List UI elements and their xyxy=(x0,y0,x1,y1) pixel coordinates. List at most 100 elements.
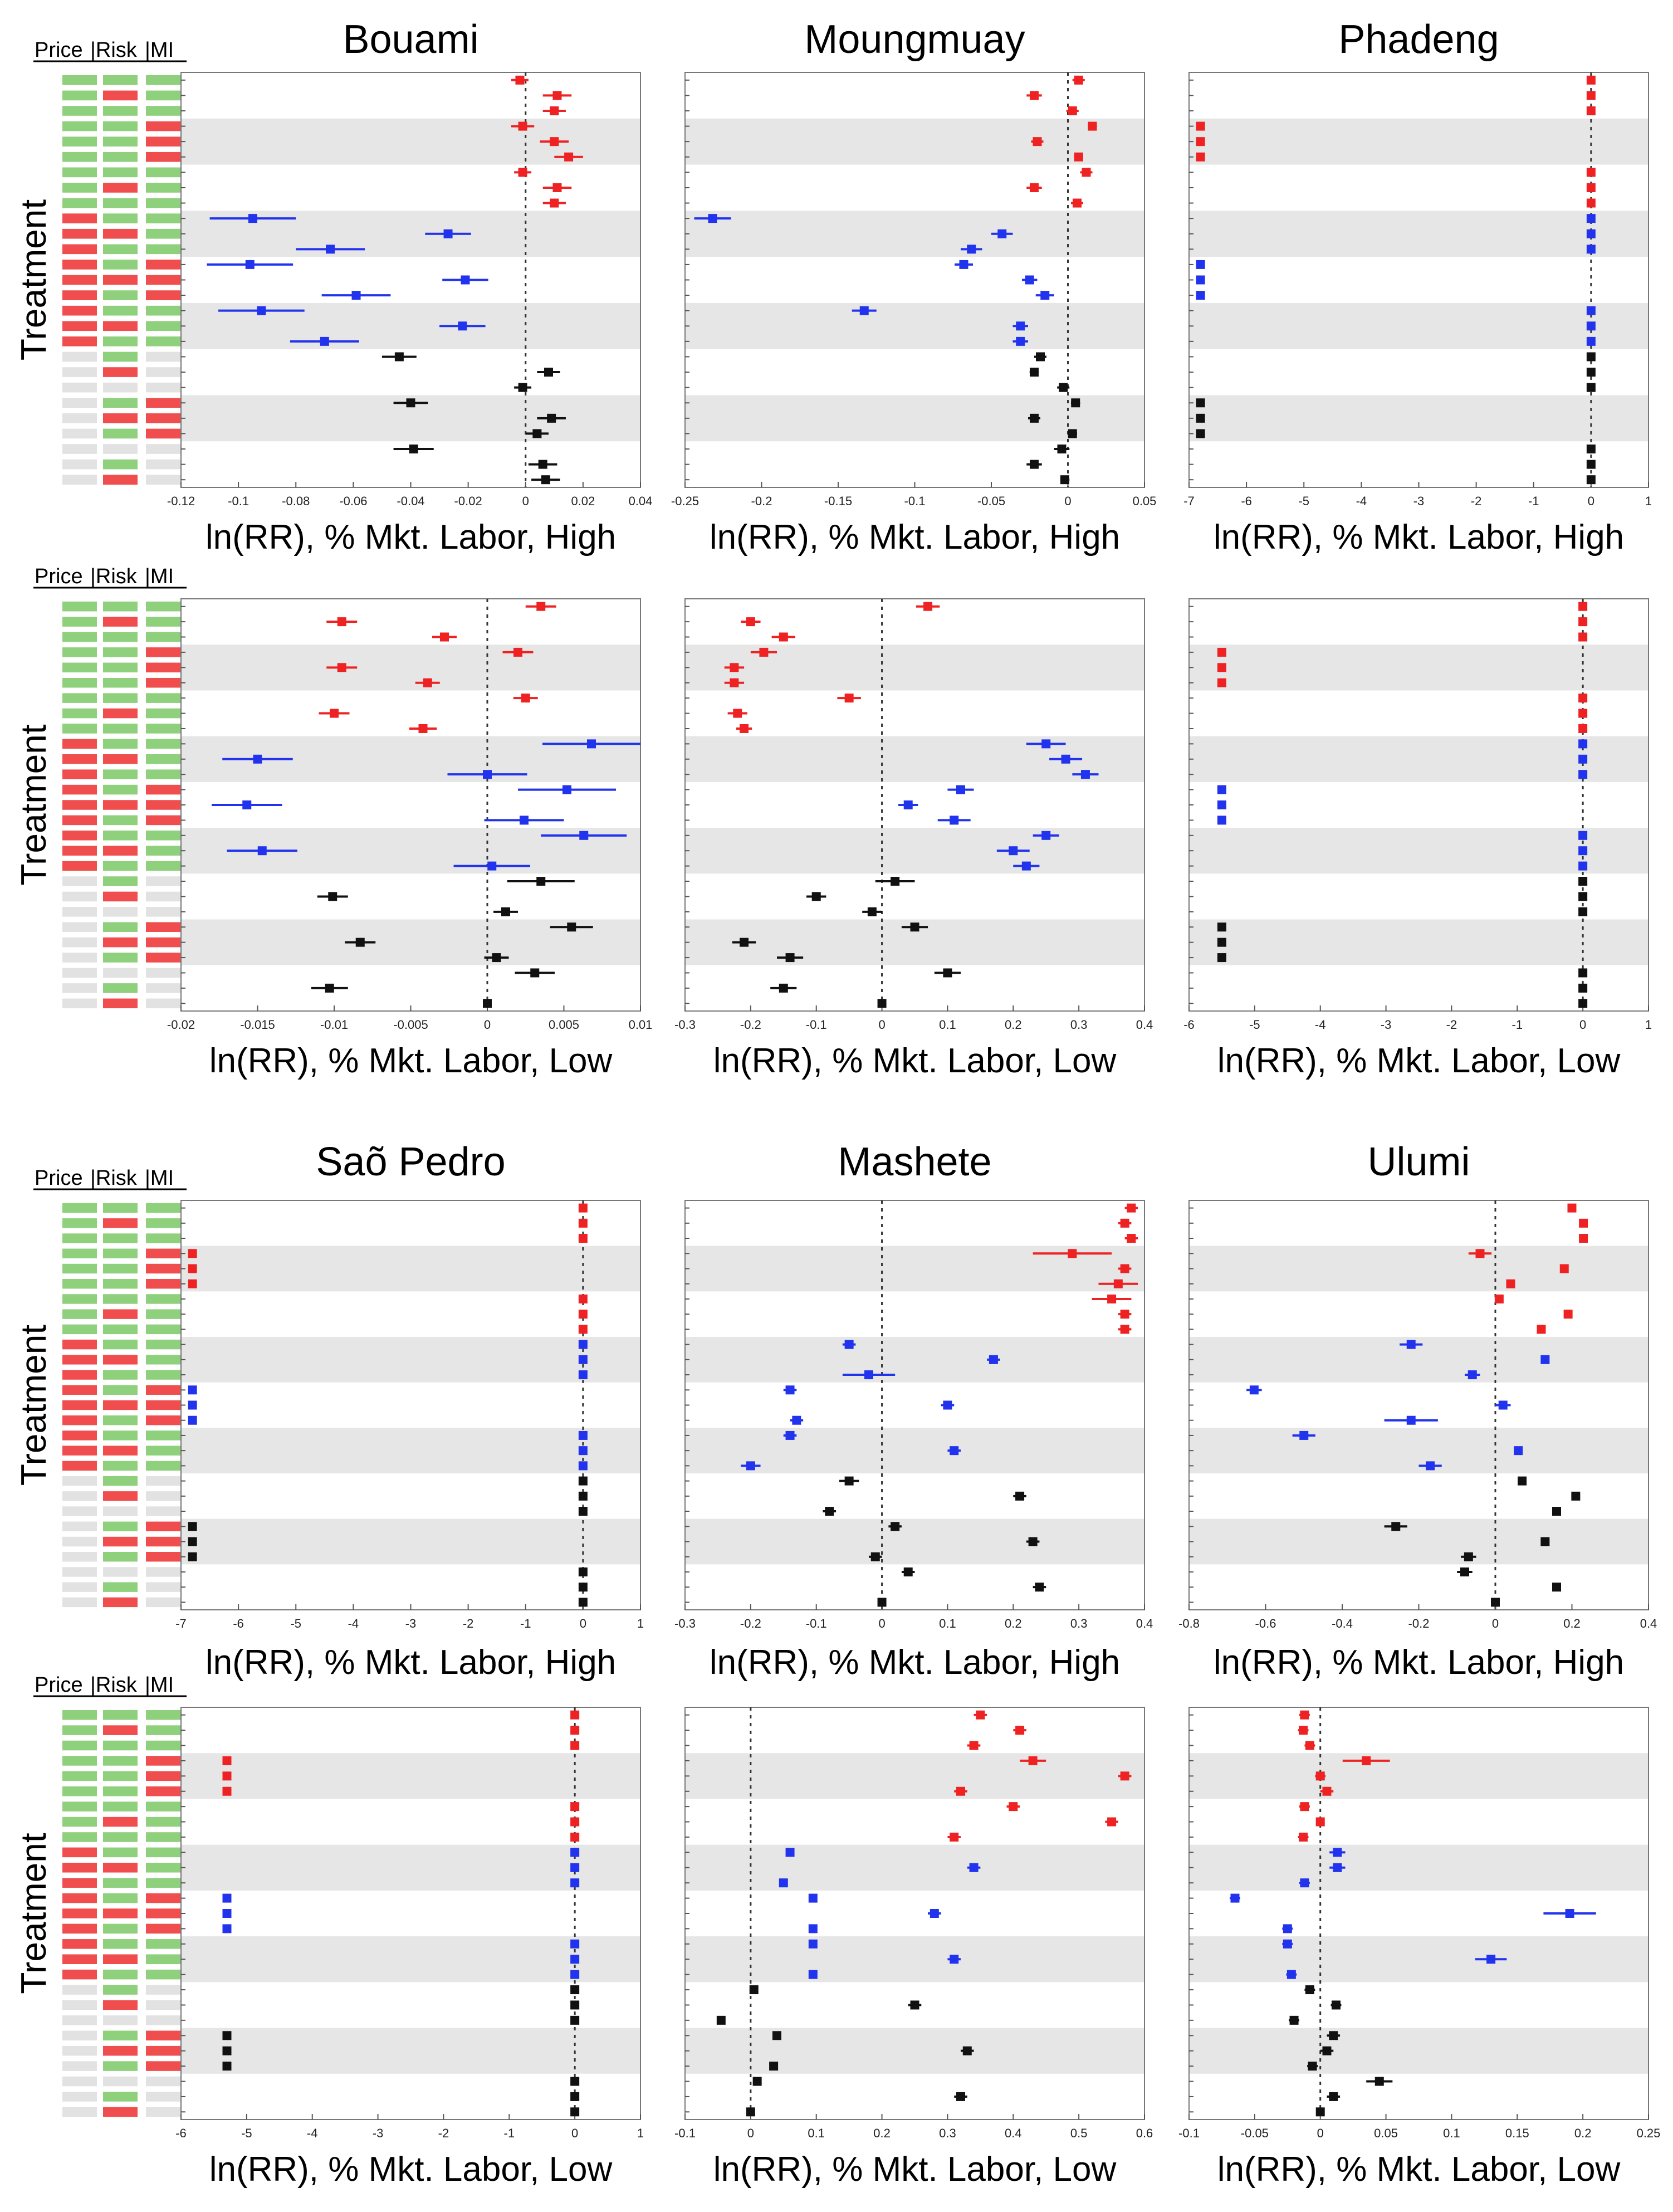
treatment-cell xyxy=(146,1985,180,1995)
data-point xyxy=(891,877,900,886)
treatment-axis-label: Treatment xyxy=(13,724,53,886)
data-point xyxy=(730,678,739,687)
treatment-cell xyxy=(62,336,97,346)
treatment-cell xyxy=(62,1203,97,1213)
data-point xyxy=(513,647,522,657)
chart-panel: -6 -5 -4 -3 -2 -1 0 1 ln(RR), % Mkt. Labor, Low xyxy=(1183,598,1652,1080)
treatment-cell xyxy=(62,1400,97,1410)
treatment-cell xyxy=(62,75,97,85)
treatment-cell xyxy=(146,1521,180,1531)
treatment-cell xyxy=(103,1832,138,1842)
treatment-cell xyxy=(146,1710,180,1720)
treatment-cell xyxy=(146,846,180,856)
data-point xyxy=(877,999,887,1008)
data-point xyxy=(483,999,492,1008)
treatment-cell xyxy=(103,1324,138,1335)
shaded-band xyxy=(181,1936,640,1983)
panel-title: Ulumi xyxy=(1367,1140,1470,1184)
treatment-cell xyxy=(146,953,180,963)
data-point xyxy=(1080,770,1090,779)
data-point xyxy=(578,1325,588,1334)
x-tick-label: -4 xyxy=(348,1617,359,1630)
treatment-legend: Price |Risk |MI Treatment xyxy=(13,38,187,485)
treatment-cell xyxy=(62,1552,97,1562)
data-point xyxy=(326,245,335,254)
x-tick-label: -4 xyxy=(1356,494,1367,508)
x-tick-label: 0.4 xyxy=(1136,1617,1153,1630)
legend-header-mi: |MI xyxy=(145,565,174,588)
treatment-cell xyxy=(146,1908,180,1918)
data-point xyxy=(578,1598,588,1607)
data-point xyxy=(1586,168,1596,177)
data-point xyxy=(877,1598,887,1607)
treatment-cell xyxy=(146,1756,180,1766)
treatment-cell xyxy=(146,1597,180,1608)
x-tick-label: 0.3 xyxy=(1070,1617,1088,1630)
legend-header-mi: |MI xyxy=(145,1166,174,1190)
treatment-cell xyxy=(62,1430,97,1441)
shaded-band xyxy=(685,1844,1144,1891)
treatment-cell xyxy=(146,1801,180,1811)
data-point xyxy=(752,2077,762,2086)
data-point xyxy=(1586,229,1596,238)
treatment-cell xyxy=(103,2015,138,2025)
treatment-cell xyxy=(62,275,97,285)
data-point xyxy=(1217,953,1226,963)
data-point xyxy=(1578,617,1588,627)
data-point xyxy=(1563,1310,1573,1319)
data-point xyxy=(351,291,361,300)
treatment-cell xyxy=(146,1294,180,1304)
data-point xyxy=(950,1955,959,1964)
treatment-cell xyxy=(103,1203,138,1213)
treatment-cell xyxy=(146,739,180,749)
data-point xyxy=(864,1370,873,1380)
chart-panel: -0.8 -0.6 -0.4 -0.2 0 0.2 0.4 Ulumi ln(RR), % Mk… xyxy=(1178,1140,1657,1682)
treatment-axis-label: Treatment xyxy=(13,1325,53,1486)
data-point xyxy=(1586,383,1596,392)
data-point xyxy=(570,2015,580,2025)
chart-panel: -7 -6 -5 -4 -3 -2 -1 0 1 Phadeng ln(RR), % Mkt. La… xyxy=(1183,17,1652,556)
shaded-band xyxy=(1189,2028,1648,2074)
x-tick-label: -0.3 xyxy=(674,1018,696,1032)
treatment-cell xyxy=(146,1339,180,1350)
data-point xyxy=(769,2062,779,2071)
x-tick-label: -0.2 xyxy=(740,1018,761,1032)
data-point xyxy=(1464,1552,1473,1561)
treatment-cell xyxy=(62,1476,97,1486)
data-point xyxy=(245,260,255,269)
data-point xyxy=(570,1832,580,1842)
x-tick-label: -0.2 xyxy=(740,1617,761,1630)
treatment-cell xyxy=(103,1506,138,1516)
treatment-cell xyxy=(146,1491,180,1501)
data-point xyxy=(570,2107,580,2117)
treatment-cell xyxy=(103,1248,138,1258)
treatment-cell xyxy=(62,922,97,932)
treatment-cell xyxy=(103,459,138,470)
data-point xyxy=(337,663,346,672)
data-point xyxy=(1120,1310,1129,1319)
x-tick-label: 0 xyxy=(1579,1018,1586,1032)
treatment-cell xyxy=(146,724,180,734)
treatment-cell xyxy=(146,983,180,993)
shaded-band xyxy=(1189,644,1648,691)
data-point xyxy=(1041,831,1051,840)
shaded-band xyxy=(1189,395,1648,442)
treatment-cell xyxy=(103,1710,138,1720)
treatment-cell xyxy=(62,228,97,239)
data-point xyxy=(570,1710,580,1720)
treatment-cell xyxy=(146,677,180,688)
treatment-cell xyxy=(146,662,180,673)
treatment-cell xyxy=(146,1279,180,1289)
data-point xyxy=(423,678,432,687)
data-point xyxy=(1578,846,1588,856)
treatment-cell xyxy=(103,351,138,362)
data-point xyxy=(716,2015,726,2025)
data-point xyxy=(1030,460,1039,469)
treatment-cell xyxy=(62,1521,97,1531)
x-axis-label: ln(RR), % Mkt. Labor, Low xyxy=(209,2150,613,2189)
data-point xyxy=(188,1552,197,1561)
data-point xyxy=(746,2107,755,2117)
data-point xyxy=(1286,1970,1296,1979)
data-point xyxy=(536,602,546,611)
treatment-cell xyxy=(62,1248,97,1258)
